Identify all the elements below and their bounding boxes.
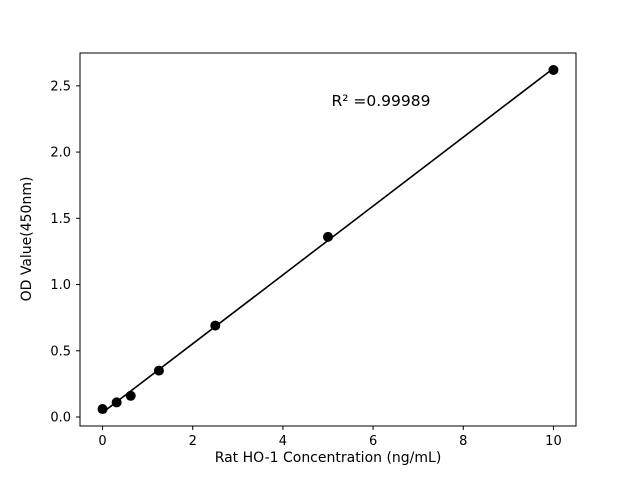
x-tick-label: 4: [279, 434, 287, 449]
data-point: [548, 64, 559, 75]
data-point: [111, 397, 122, 408]
plot-area: 0 2 4 6 8 10 0.0 0.5 1.0 1.5 2.0 2.5: [50, 52, 577, 449]
data-point: [210, 320, 221, 331]
r-squared-annotation: R² =0.99989: [332, 92, 431, 110]
x-tick-label: 0: [98, 434, 106, 449]
plot-frame: [79, 52, 577, 427]
y-tick-label: 2.0: [50, 146, 71, 161]
y-axis-label: OD Value(450nm): [19, 177, 35, 302]
y-tick-label: 0.5: [50, 344, 71, 359]
x-axis-label: Rat HO-1 Concentration (ng/mL): [215, 450, 442, 466]
data-point: [125, 390, 136, 401]
x-tick-label: 2: [189, 434, 197, 449]
y-tick-label: 2.5: [50, 79, 71, 94]
data-point: [153, 365, 164, 376]
y-tick-label: 0.0: [50, 410, 71, 425]
x-tick-label: 8: [459, 434, 467, 449]
x-tick-label: 10: [545, 434, 562, 449]
x-tick-label: 6: [369, 434, 377, 449]
y-tick-label: 1.0: [50, 278, 71, 293]
data-point: [97, 404, 108, 415]
data-point: [323, 231, 333, 242]
y-tick-label: 1.5: [50, 212, 71, 227]
